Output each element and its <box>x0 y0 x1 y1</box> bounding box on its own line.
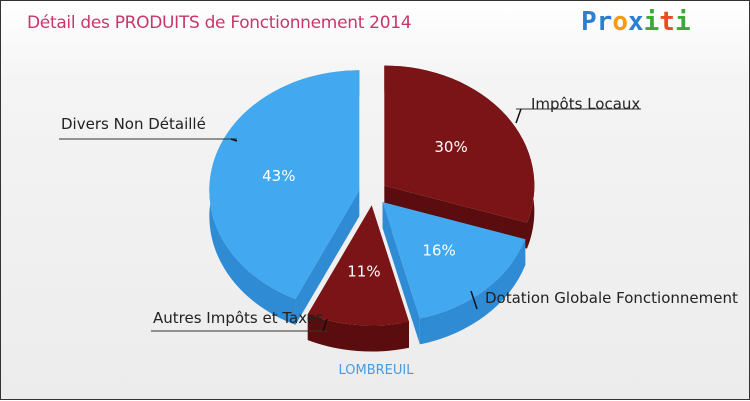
slice-percent-label: 43% <box>262 167 295 185</box>
proxiti-logo: Proxiti <box>581 7 691 37</box>
slice-label: Divers Non Détaillé <box>61 115 206 133</box>
pie-slice[interactable]: 43% <box>209 70 360 325</box>
slice-label: Autres Impôts et Taxes <box>153 309 324 327</box>
leader-arrow <box>515 108 522 124</box>
slice-percent-label: 16% <box>422 241 455 259</box>
slice-label: Impôts Locaux <box>531 95 640 113</box>
pie-slice[interactable]: 11% <box>307 205 409 352</box>
leader-arrow <box>470 290 478 310</box>
leader-arrow <box>230 138 238 142</box>
chart-subtitle: LOMBREUIL <box>338 363 414 378</box>
slice-percent-label: 11% <box>347 262 380 280</box>
chart-title: Détail des PRODUITS de Fonctionnement 20… <box>27 13 412 33</box>
slice-label: Dotation Globale Fonctionnement <box>485 289 738 307</box>
pie-slice[interactable]: 16% <box>382 202 526 345</box>
leader-arrow <box>322 318 328 332</box>
slice-percent-label: 30% <box>434 138 467 156</box>
